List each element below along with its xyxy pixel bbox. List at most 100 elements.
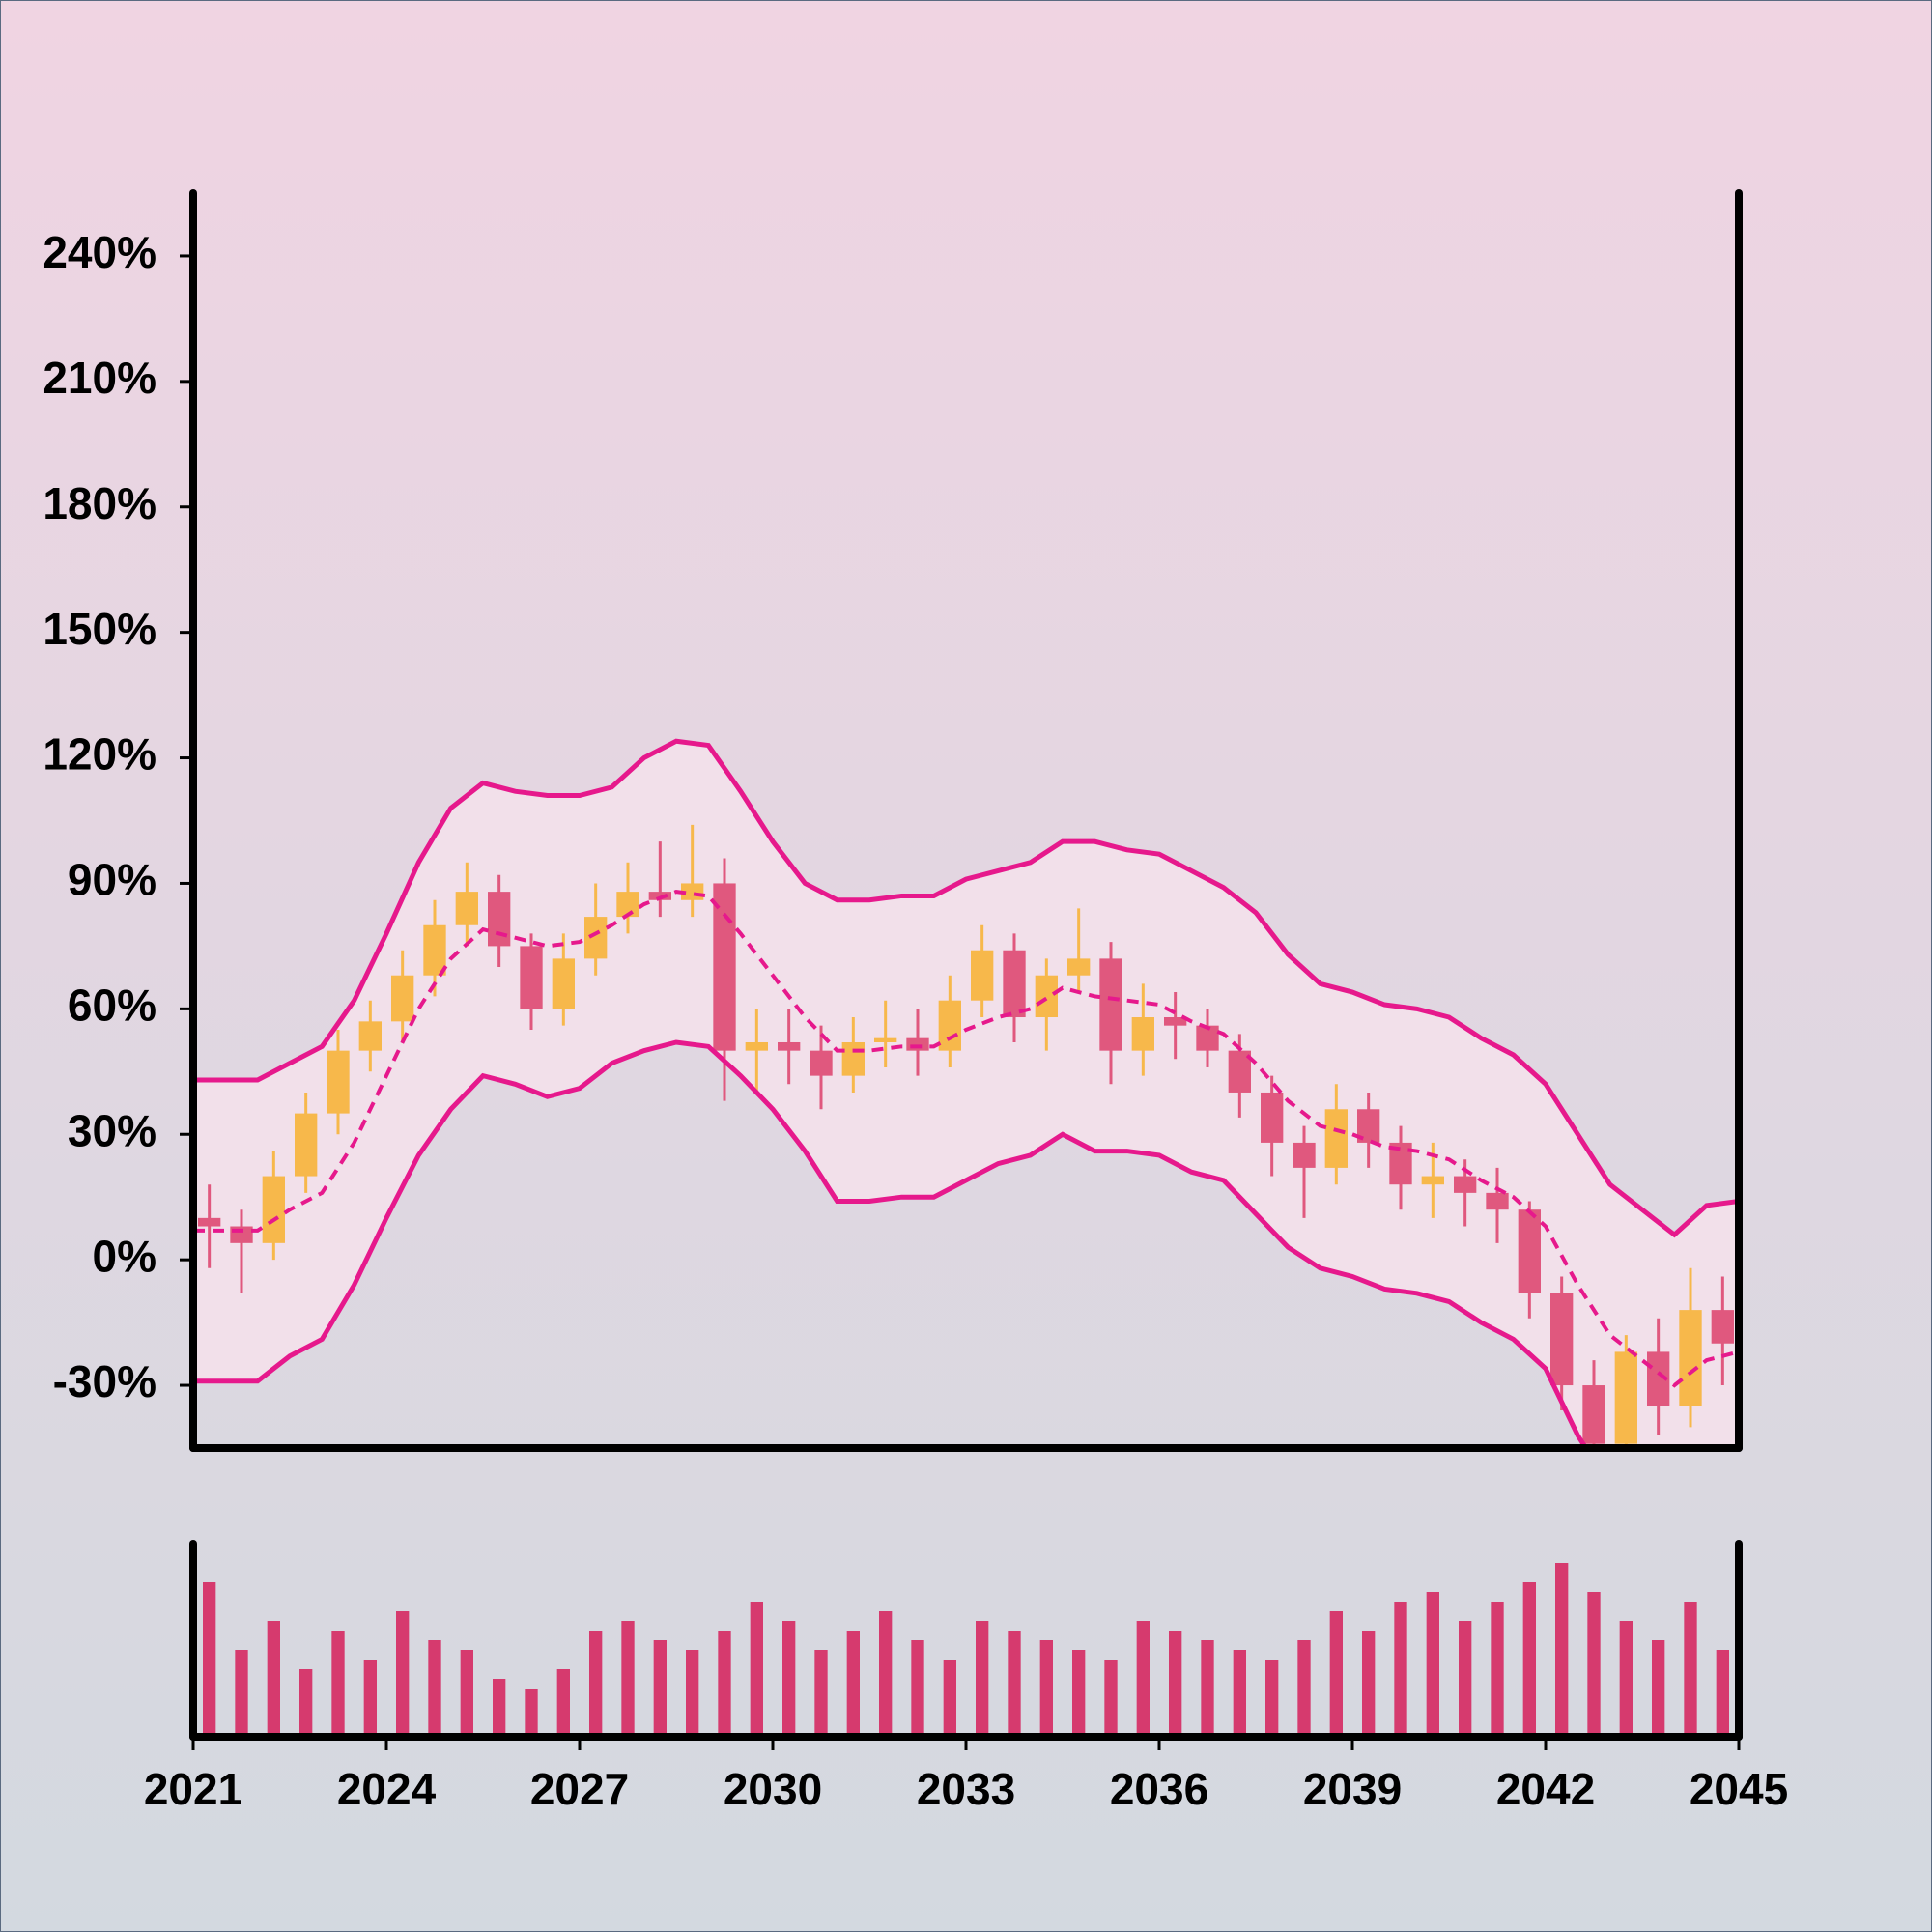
volume-bar (1136, 1621, 1150, 1737)
volume-bar (1426, 1592, 1439, 1737)
candle-body (1067, 958, 1091, 976)
volume-bar (331, 1631, 345, 1737)
x-tick-label: 2033 (917, 1764, 1015, 1814)
candle-body (1293, 1142, 1316, 1168)
x-tick-label: 2027 (530, 1764, 629, 1814)
x-tick-label: 2039 (1303, 1764, 1402, 1814)
volume-bar (525, 1689, 538, 1737)
volume-bar (589, 1631, 603, 1737)
volume-bar (1459, 1621, 1472, 1737)
y-tick-label: 240% (43, 227, 156, 277)
axes: -30% 0% 30% 60% 90% 120% 150% 180% 210% 240% 2021 2… (43, 189, 1788, 1814)
candle-body (906, 1037, 929, 1051)
y-tick-label: 0% (93, 1231, 156, 1281)
candle-body (1164, 1017, 1187, 1026)
volume-bar (1652, 1640, 1665, 1737)
volume-bar (1201, 1640, 1214, 1737)
candle-body (488, 892, 511, 947)
volume-bar (428, 1640, 441, 1737)
volume-bar (879, 1611, 893, 1737)
candle-body (423, 924, 446, 976)
volume-bar (1394, 1602, 1407, 1737)
volume-bar (1104, 1660, 1118, 1737)
volume-bar (782, 1621, 796, 1737)
volume-bar (1329, 1611, 1343, 1737)
volume-bar (686, 1650, 699, 1737)
volume-bar (976, 1621, 989, 1737)
volume-bar (1522, 1582, 1536, 1737)
volume-bar (846, 1631, 860, 1737)
x-tick-label: 2024 (337, 1764, 437, 1814)
y-tick-label: 210% (43, 353, 156, 403)
candle-body (584, 917, 608, 959)
volume-bar (267, 1621, 280, 1737)
x-tick-label: 2036 (1110, 1764, 1208, 1814)
candle-body (874, 1037, 897, 1042)
candle-body (391, 975, 414, 1022)
volume-bar (653, 1640, 667, 1737)
x-tick-label: 2042 (1496, 1764, 1595, 1814)
volume-bar (363, 1660, 377, 1737)
candle-body (1711, 1310, 1734, 1344)
band-lower (193, 1039, 1589, 1448)
volume-bar (299, 1669, 313, 1737)
candle-body (1196, 1025, 1219, 1051)
candle-body (616, 892, 639, 918)
volume-bar (1265, 1660, 1279, 1737)
volume-bar (203, 1582, 216, 1737)
y-tick-label: 150% (43, 604, 156, 654)
y-tick-label: 120% (43, 729, 156, 780)
y-tick-label: 180% (43, 478, 156, 528)
candle-body (262, 1176, 285, 1243)
volume-area (203, 1563, 1729, 1737)
volume-bar (1039, 1640, 1053, 1737)
volume-bar (1555, 1563, 1569, 1737)
candle-body (1261, 1092, 1284, 1143)
volume-bar (1297, 1640, 1311, 1737)
band-upper (193, 738, 1739, 1238)
candle-body (198, 1217, 221, 1227)
volume-bar (814, 1650, 828, 1737)
candle-body (745, 1041, 768, 1051)
candle-body (841, 1041, 865, 1076)
volume-bar (1619, 1621, 1633, 1737)
candle-body (648, 892, 671, 900)
y-tick-label: 60% (68, 980, 156, 1031)
candle-body (1421, 1176, 1444, 1185)
candle-body (1454, 1176, 1477, 1193)
candle-body (1679, 1310, 1702, 1406)
x-tick-label: 2030 (724, 1764, 822, 1814)
candle-body (1518, 1209, 1541, 1293)
volume-bar (1233, 1650, 1246, 1737)
volume-bar (396, 1611, 410, 1737)
candle-body (971, 950, 994, 1001)
candle-body (1582, 1385, 1605, 1444)
y-tick-label: -30% (53, 1356, 156, 1406)
volume-bar (911, 1640, 924, 1737)
volume-bar (1716, 1650, 1729, 1737)
volume-bar (1362, 1631, 1376, 1737)
volume-bar (1587, 1592, 1601, 1737)
plot-area (193, 738, 1739, 1448)
volume-bar (1169, 1631, 1182, 1737)
candle-body (1324, 1109, 1348, 1168)
candle-body (778, 1041, 801, 1051)
volume-bar (943, 1660, 956, 1737)
band-fill (193, 741, 1739, 1448)
volume-bar (621, 1621, 635, 1737)
candle-body (1035, 975, 1058, 1018)
candle-body (1550, 1293, 1574, 1386)
candle-body (327, 1050, 350, 1114)
volume-bar (493, 1679, 506, 1737)
candle-body (938, 1000, 961, 1051)
candle-body (1131, 1017, 1154, 1051)
candle-body (1003, 950, 1026, 1018)
band-middle (193, 890, 1739, 1388)
volume-bar (1491, 1602, 1504, 1737)
volume-bar (460, 1650, 473, 1737)
volume-bar (750, 1602, 763, 1737)
candle-body (810, 1050, 833, 1076)
x-tick-label: 2045 (1690, 1764, 1788, 1814)
candle-body (358, 1021, 382, 1051)
